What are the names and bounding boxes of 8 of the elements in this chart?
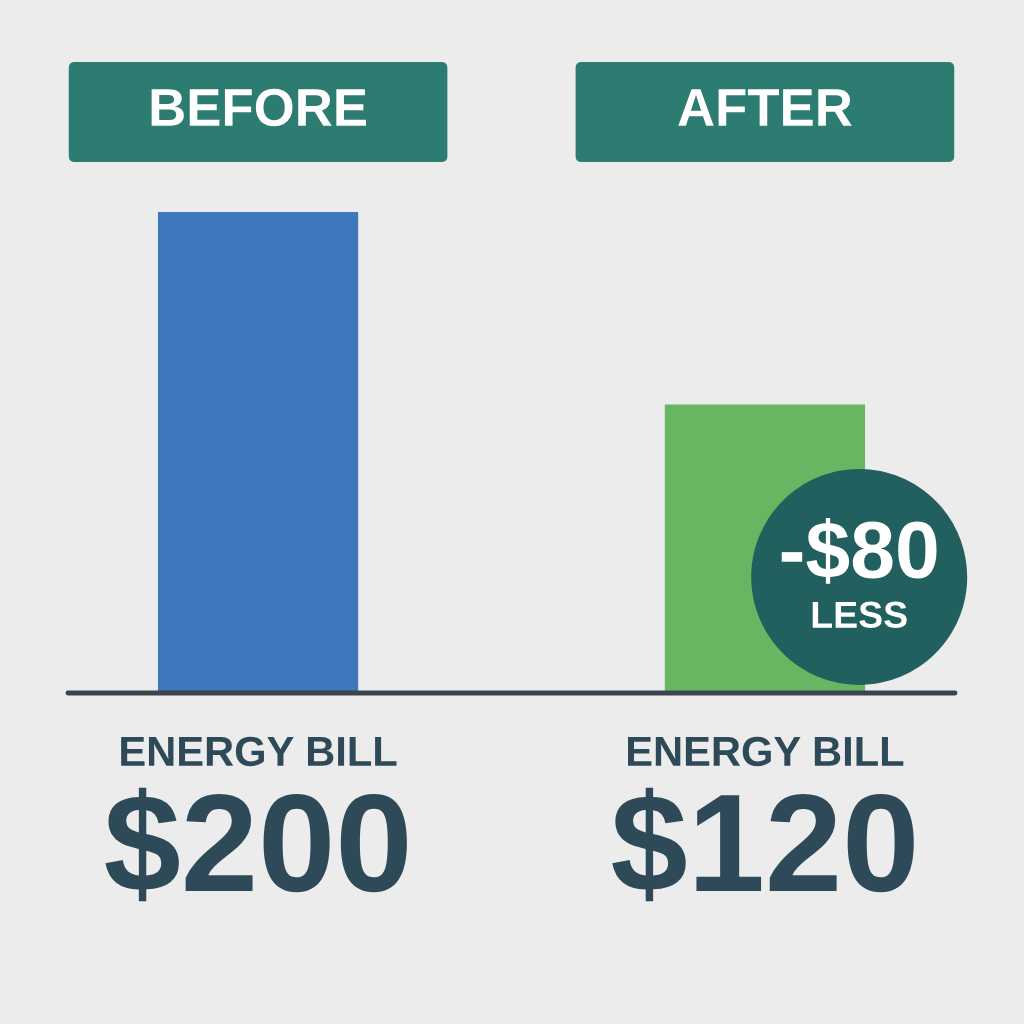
annotation: -$80 <box>781 518 937 584</box>
x-tick-label: AFTER <box>678 89 852 126</box>
text: ENERGY BILL <box>121 736 397 767</box>
annotation: LESS <box>812 601 907 629</box>
data-label: $200 <box>105 787 407 902</box>
x-tick-label: BEFORE <box>151 88 366 127</box>
text: ENERGY BILL <box>628 736 904 767</box>
data-label: $120 <box>612 787 914 902</box>
